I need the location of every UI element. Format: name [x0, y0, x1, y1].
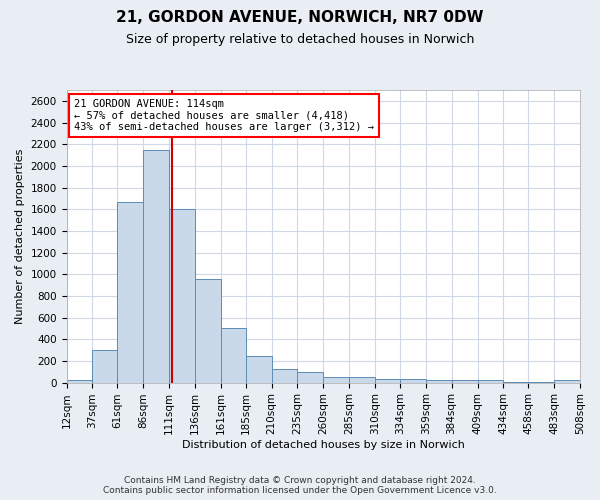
- Bar: [298, 372, 323, 382]
- Bar: [426, 380, 452, 382]
- Bar: [169, 209, 195, 382]
- Text: 21 GORDON AVENUE: 114sqm
← 57% of detached houses are smaller (4,418)
43% of sem: 21 GORDON AVENUE: 114sqm ← 57% of detach…: [74, 99, 374, 132]
- Bar: [195, 278, 221, 382]
- X-axis label: Distribution of detached houses by size in Norwich: Distribution of detached houses by size …: [182, 440, 465, 450]
- Bar: [375, 380, 400, 382]
- Bar: [245, 356, 272, 382]
- Y-axis label: Number of detached properties: Number of detached properties: [15, 148, 25, 324]
- Bar: [117, 202, 143, 382]
- Text: Size of property relative to detached houses in Norwich: Size of property relative to detached ho…: [126, 32, 474, 46]
- Text: 21, GORDON AVENUE, NORWICH, NR7 0DW: 21, GORDON AVENUE, NORWICH, NR7 0DW: [116, 10, 484, 25]
- Bar: [272, 369, 298, 382]
- Bar: [452, 380, 478, 382]
- Bar: [349, 377, 375, 382]
- Bar: [400, 380, 426, 382]
- Bar: [478, 380, 503, 382]
- Bar: [143, 150, 169, 382]
- Bar: [92, 350, 117, 382]
- Bar: [323, 377, 349, 382]
- Bar: [67, 380, 92, 382]
- Text: Contains HM Land Registry data © Crown copyright and database right 2024.
Contai: Contains HM Land Registry data © Crown c…: [103, 476, 497, 495]
- Bar: [554, 380, 580, 382]
- Bar: [221, 328, 245, 382]
